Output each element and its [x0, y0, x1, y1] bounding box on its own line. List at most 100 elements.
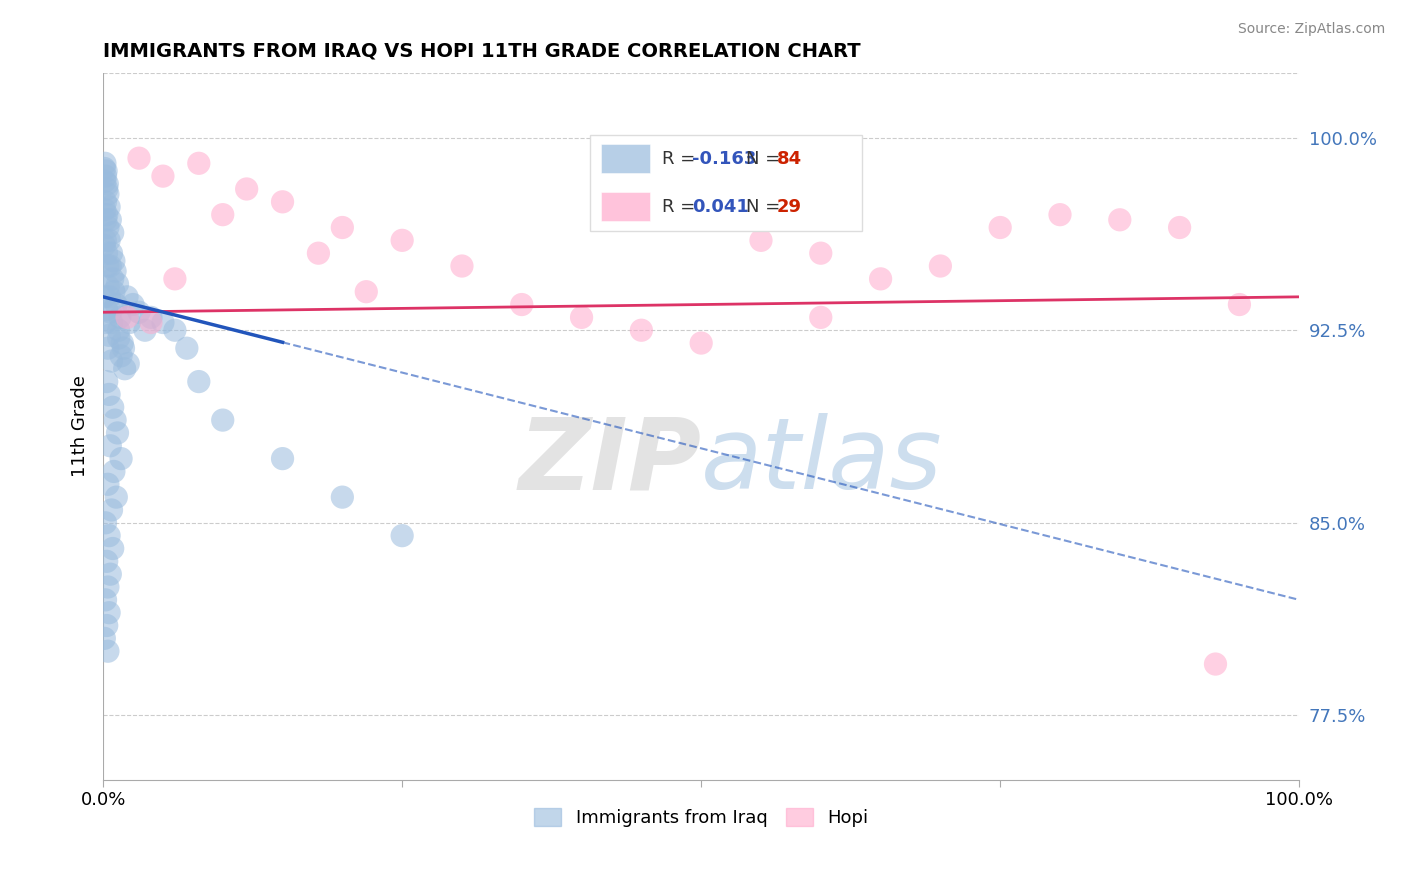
Text: Source: ZipAtlas.com: Source: ZipAtlas.com — [1237, 22, 1385, 37]
Point — [97, 187, 120, 202]
Point — [152, 169, 174, 183]
Point — [1168, 220, 1191, 235]
Point — [93, 161, 115, 176]
Point — [211, 208, 233, 222]
Text: N =: N = — [747, 150, 786, 168]
Point — [118, 316, 141, 330]
Point — [139, 310, 162, 325]
Point — [330, 490, 353, 504]
Point — [139, 316, 162, 330]
Point — [107, 277, 129, 291]
Text: R =: R = — [662, 198, 700, 216]
Point — [94, 233, 117, 247]
Point — [929, 259, 952, 273]
Point — [98, 212, 121, 227]
Point — [510, 297, 533, 311]
Point — [110, 349, 132, 363]
Point — [96, 177, 118, 191]
Point — [97, 644, 120, 658]
Point — [98, 290, 121, 304]
Point — [1108, 212, 1130, 227]
Point — [98, 200, 121, 214]
Point — [93, 202, 115, 217]
Point — [330, 220, 353, 235]
Point — [451, 259, 474, 273]
Point — [105, 490, 128, 504]
Point — [94, 174, 117, 188]
Point — [94, 194, 117, 209]
Point — [94, 592, 117, 607]
Point — [107, 331, 129, 345]
Point — [97, 477, 120, 491]
Point — [271, 194, 294, 209]
Point — [187, 156, 209, 170]
Point — [104, 413, 127, 427]
Point — [988, 220, 1011, 235]
Point — [94, 169, 117, 183]
Point — [97, 580, 120, 594]
Point — [749, 233, 772, 247]
Point — [108, 310, 131, 325]
Point — [356, 285, 378, 299]
Text: N =: N = — [747, 198, 786, 216]
Point — [101, 541, 124, 556]
Point — [97, 220, 120, 235]
Point — [122, 297, 145, 311]
Point — [571, 310, 593, 325]
Point — [101, 272, 124, 286]
Point — [94, 164, 117, 178]
Point — [1229, 297, 1251, 311]
Point — [97, 279, 120, 293]
Point — [98, 567, 121, 582]
Point — [101, 226, 124, 240]
Point — [96, 375, 118, 389]
Point — [235, 182, 257, 196]
Point — [105, 297, 128, 311]
Point — [98, 439, 121, 453]
Point — [271, 451, 294, 466]
Point — [97, 341, 120, 355]
Point — [128, 151, 150, 165]
Legend: Immigrants from Iraq, Hopi: Immigrants from Iraq, Hopi — [527, 800, 876, 834]
Point — [96, 246, 118, 260]
Point — [117, 357, 139, 371]
Point — [93, 238, 115, 252]
Point — [96, 302, 118, 317]
Text: IMMIGRANTS FROM IRAQ VS HOPI 11TH GRADE CORRELATION CHART: IMMIGRANTS FROM IRAQ VS HOPI 11TH GRADE … — [103, 42, 860, 61]
Point — [96, 618, 118, 632]
Point — [100, 305, 122, 319]
Text: 84: 84 — [778, 150, 801, 168]
Point — [163, 272, 186, 286]
Point — [152, 316, 174, 330]
Point — [391, 233, 413, 247]
Point — [100, 246, 122, 260]
Point — [112, 341, 135, 355]
Point — [114, 361, 136, 376]
Point — [107, 425, 129, 440]
Point — [94, 156, 117, 170]
Point — [103, 465, 125, 479]
Point — [98, 529, 121, 543]
Y-axis label: 11th Grade: 11th Grade — [72, 376, 89, 477]
Point — [176, 341, 198, 355]
Point — [869, 272, 891, 286]
Point — [307, 246, 329, 260]
Text: 29: 29 — [778, 198, 801, 216]
Point — [98, 606, 121, 620]
Point — [134, 323, 156, 337]
Text: R =: R = — [662, 150, 700, 168]
Point — [107, 323, 129, 337]
Point — [94, 212, 117, 227]
Point — [163, 323, 186, 337]
Point — [115, 310, 138, 325]
Point — [97, 259, 120, 273]
Point — [98, 233, 121, 247]
Point — [690, 336, 713, 351]
Point — [187, 375, 209, 389]
Point — [128, 305, 150, 319]
Point — [630, 323, 652, 337]
Point — [100, 316, 122, 330]
Text: atlas: atlas — [702, 413, 943, 510]
Text: -0.163: -0.163 — [693, 150, 756, 168]
Point — [110, 451, 132, 466]
